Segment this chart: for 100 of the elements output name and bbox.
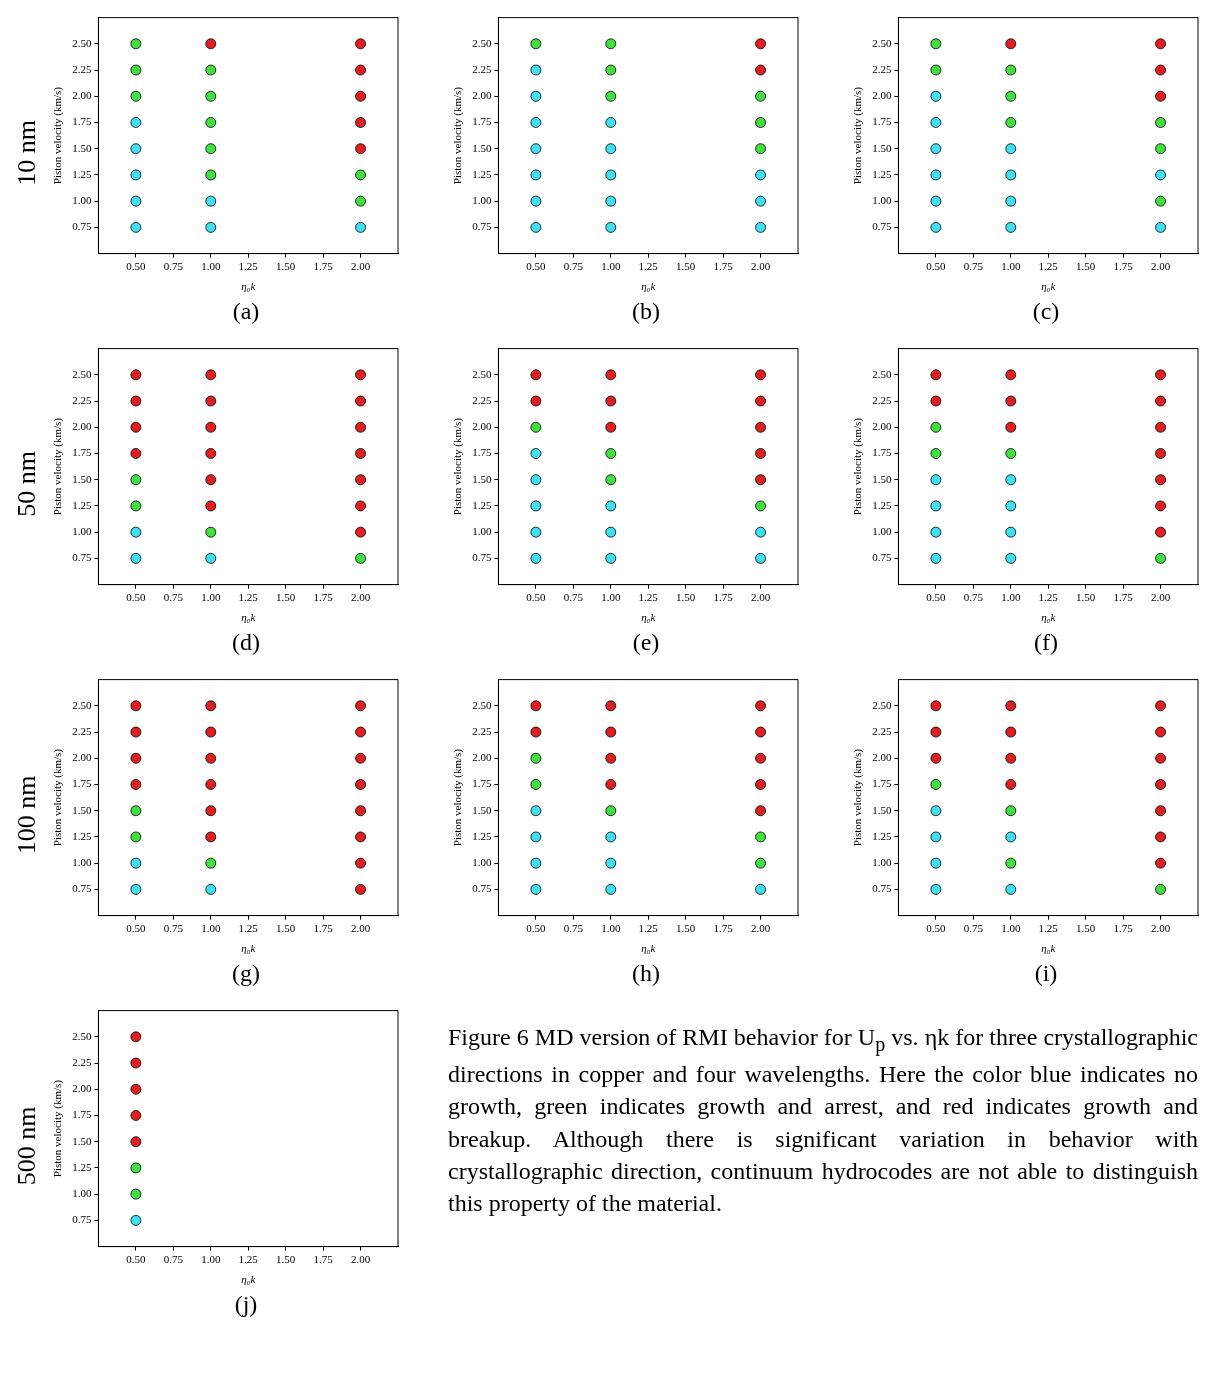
text: 50 nm: [12, 451, 42, 517]
point: [930, 857, 942, 869]
x-axis-title: η₀k: [641, 942, 657, 955]
point: [605, 421, 617, 433]
point: [205, 831, 217, 843]
point: [205, 500, 217, 512]
y-tick-label: 0.75: [472, 551, 492, 564]
x-tick-label: 1.00: [201, 260, 221, 273]
x-tick-label: 1.25: [1038, 922, 1059, 935]
point: [605, 500, 617, 512]
point: [1155, 448, 1166, 459]
x-tick-label: 1.50: [1076, 260, 1096, 273]
point: [130, 117, 142, 128]
x-tick-label: 0.75: [563, 922, 584, 935]
point: [755, 195, 766, 207]
point: [755, 700, 766, 712]
point: [605, 64, 617, 76]
x-tick-label: 0.75: [963, 260, 984, 273]
y-tick-label: 1.50: [72, 472, 92, 485]
x-tick-label: 0.50: [126, 922, 147, 935]
x-tick-label: 1.75: [313, 922, 334, 935]
point: [205, 752, 217, 764]
y-tick-label: 1.75: [872, 777, 892, 790]
x-tick-label: 1.25: [1038, 591, 1059, 604]
y-tick-label: 2.25: [472, 62, 492, 75]
point: [1155, 169, 1166, 181]
point: [1155, 831, 1166, 843]
point: [530, 369, 542, 381]
y-tick-label: 2.25: [872, 62, 892, 75]
point: [755, 752, 766, 764]
x-tick-label: 1.25: [638, 260, 659, 273]
point: [605, 448, 617, 459]
point: [530, 221, 542, 233]
point: [755, 143, 766, 155]
point: [355, 474, 366, 486]
point: [930, 195, 942, 207]
x-tick-label: 2.00: [750, 591, 771, 604]
point: [605, 221, 617, 233]
point: [1155, 883, 1166, 895]
point: [1005, 421, 1017, 433]
point: [1155, 526, 1166, 538]
point: [205, 38, 217, 50]
point: [355, 700, 366, 712]
point: [755, 169, 766, 181]
point: [130, 1057, 142, 1069]
x-tick-label: 1.50: [676, 922, 696, 935]
y-tick-label: 1.25: [72, 167, 92, 180]
point: [930, 526, 942, 538]
point: [130, 1083, 142, 1095]
point: [205, 395, 217, 407]
y-tick-label: 2.50: [472, 36, 492, 49]
point: [205, 779, 217, 790]
point: [355, 395, 366, 407]
x-tick-label: 1.00: [1001, 260, 1021, 273]
point: [130, 752, 142, 764]
x-tick-label: 0.75: [163, 922, 184, 935]
x-tick-label: 1.25: [238, 1253, 259, 1266]
x-tick-label: 1.25: [638, 922, 659, 935]
y-tick-label: 0.75: [472, 882, 492, 895]
point: [930, 474, 942, 486]
point: [530, 117, 542, 128]
point: [130, 883, 142, 895]
x-tick-label: 0.50: [526, 922, 547, 935]
point: [930, 395, 942, 407]
text: (i): [1033, 960, 1059, 987]
y-axis-title: Piston velocity (km/s): [451, 417, 465, 516]
point: [530, 883, 542, 895]
point: [605, 726, 617, 738]
x-tick-label: 0.50: [926, 922, 947, 935]
x-axis-title: η₀k: [1041, 280, 1057, 293]
point: [930, 221, 942, 233]
y-tick-label: 2.50: [872, 698, 892, 711]
point: [605, 883, 617, 895]
y-tick-label: 1.50: [872, 141, 892, 154]
point: [755, 779, 766, 790]
point: [530, 857, 542, 869]
point: [355, 831, 366, 843]
point: [605, 169, 617, 181]
x-tick-label: 1.50: [676, 260, 696, 273]
y-tick-label: 1.00: [872, 525, 892, 538]
x-tick-label: 1.25: [1038, 260, 1059, 273]
point: [1005, 90, 1017, 102]
point: [530, 421, 542, 433]
point: [1005, 395, 1017, 407]
point: [355, 38, 366, 50]
y-tick-label: 2.00: [472, 420, 492, 433]
point: [355, 195, 366, 207]
text: (f): [1033, 629, 1059, 656]
y-tick-label: 1.75: [72, 1108, 92, 1121]
point: [205, 526, 217, 538]
point: [930, 500, 942, 512]
point: [1005, 64, 1017, 76]
x-tick-label: 1.50: [276, 922, 296, 935]
point: [1155, 38, 1166, 50]
y-tick-label: 2.25: [472, 724, 492, 737]
point: [530, 726, 542, 738]
point: [530, 831, 542, 843]
y-tick-label: 2.50: [72, 36, 92, 49]
point: [205, 552, 217, 564]
x-tick-label: 2.00: [1150, 591, 1171, 604]
